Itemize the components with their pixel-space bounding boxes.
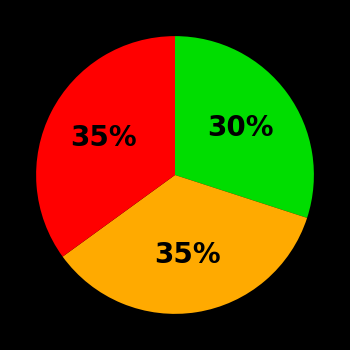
- Wedge shape: [175, 36, 314, 218]
- Text: 30%: 30%: [207, 114, 273, 142]
- Text: 35%: 35%: [154, 240, 221, 268]
- Wedge shape: [63, 175, 307, 314]
- Wedge shape: [36, 36, 175, 257]
- Text: 35%: 35%: [70, 125, 136, 153]
